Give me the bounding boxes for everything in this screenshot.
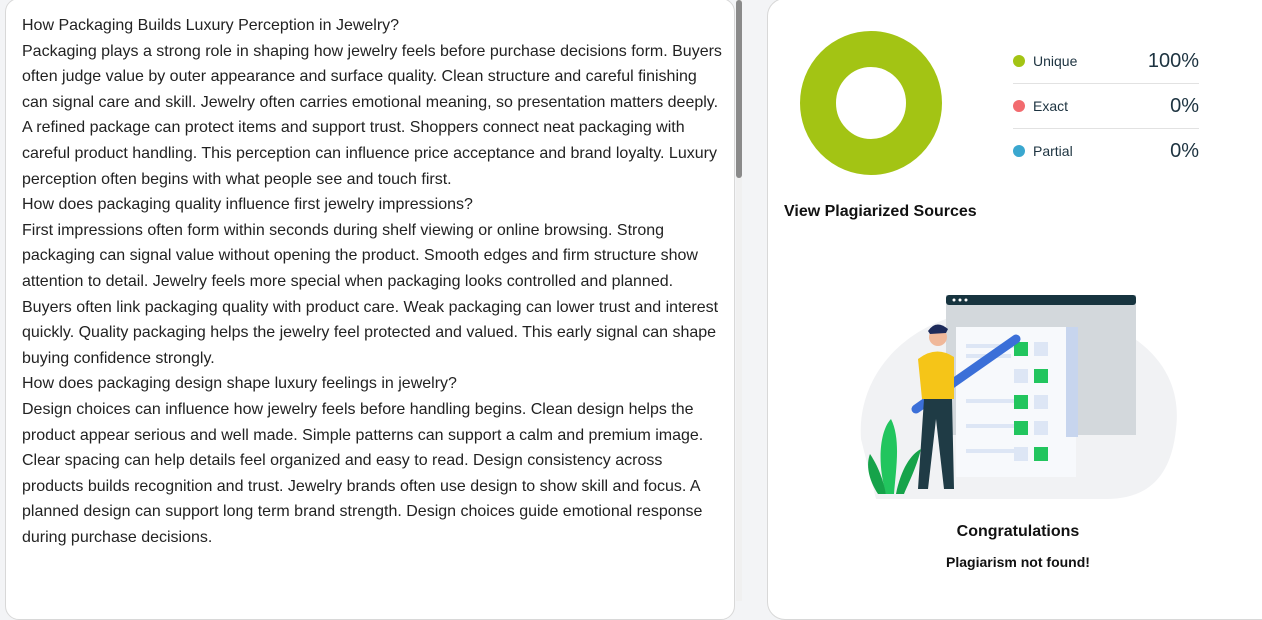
donut-unique-segment (800, 31, 942, 175)
legend-value: 0% (1170, 139, 1199, 162)
heading: How does packaging quality influence fir… (22, 196, 473, 214)
legend-partial: Partial 0% (1013, 129, 1199, 173)
scroll-thumb[interactable] (736, 0, 742, 178)
checklist-illustration-icon (860, 295, 1177, 499)
congrats-title: Congratulations (956, 523, 1080, 540)
legend-label: Partial (1033, 143, 1073, 159)
paragraph: Packaging plays a strong role in shaping… (22, 42, 722, 188)
heading: How does packaging design shape luxury f… (22, 375, 457, 393)
exact-dot-icon (1013, 100, 1025, 112)
unique-dot-icon (1013, 55, 1025, 67)
legend-exact: Exact 0% (1013, 84, 1199, 129)
document-text: How Packaging Builds Luxury Perception i… (6, 0, 734, 550)
legend-unique: Unique 100% (1013, 39, 1199, 84)
heading: How Packaging Builds Luxury Perception i… (22, 17, 400, 34)
congrats-message: Plagiarism not found! (946, 554, 1090, 570)
uniqueness-donut-chart (800, 31, 942, 175)
legend-value: 100% (1147, 49, 1199, 72)
scrollbar[interactable] (736, 0, 742, 601)
results-card: Unique 100% Exact 0% Partial 0% View Pla… (767, 0, 1262, 620)
view-plagiarized-sources[interactable]: View Plagiarized Sources (784, 203, 977, 220)
legend-value: 0% (1170, 94, 1199, 117)
partial-dot-icon (1013, 145, 1025, 157)
legend-label: Exact (1033, 98, 1069, 114)
paragraph: Design choices can influence how jewelry… (22, 400, 704, 546)
document-text-panel[interactable]: How Packaging Builds Luxury Perception i… (5, 0, 735, 620)
paragraph: First impressions often form within seco… (22, 221, 719, 367)
legend: Unique 100% Exact 0% Partial 0% (1013, 39, 1199, 173)
legend-label: Unique (1033, 53, 1078, 69)
